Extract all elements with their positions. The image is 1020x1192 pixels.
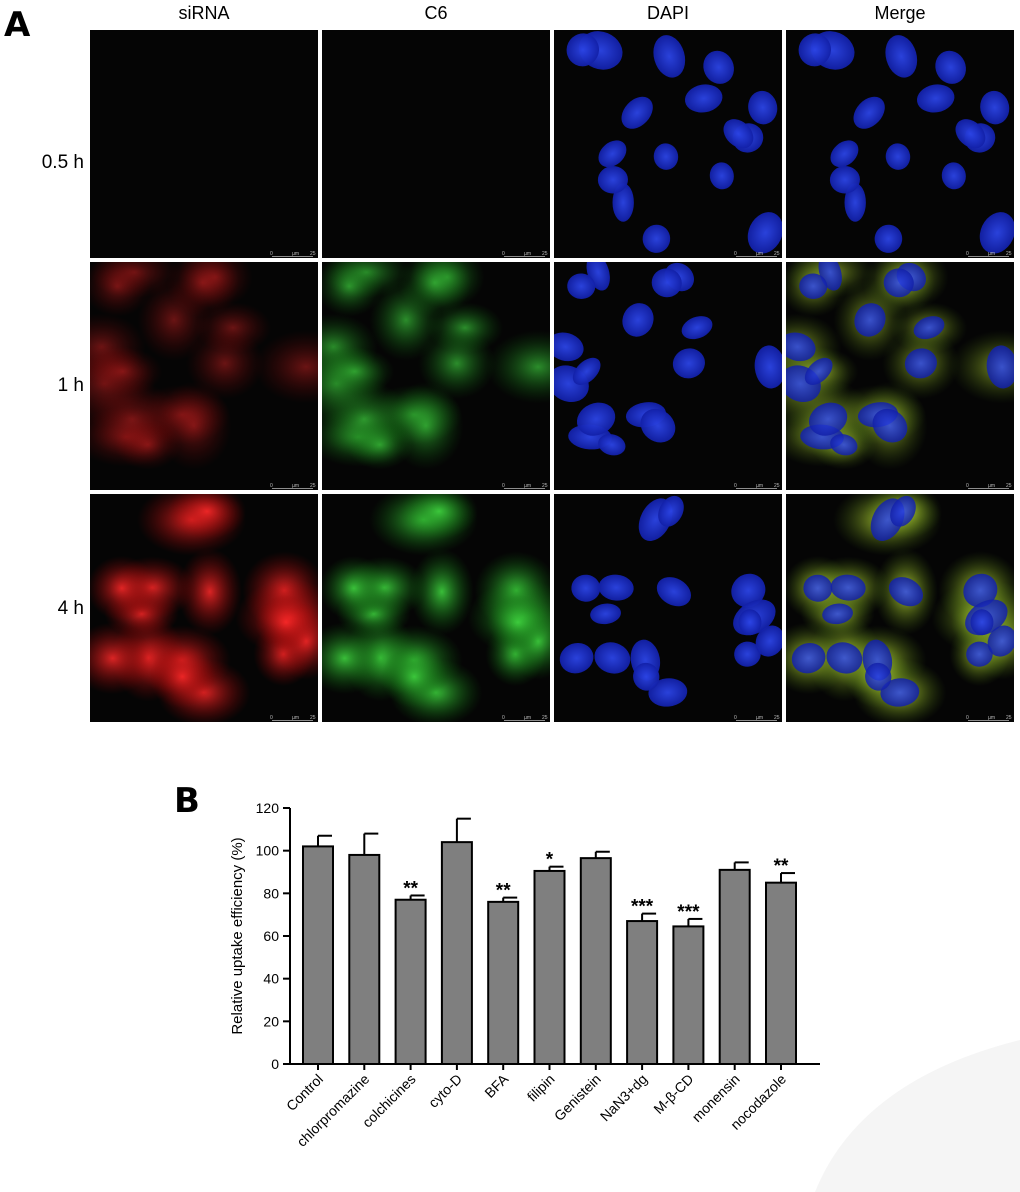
scale-bar-end: 25	[1006, 483, 1012, 489]
scale-bar-unit: µm	[292, 483, 299, 489]
significance-marker-2: **	[403, 878, 418, 899]
scale-bar-unit: µm	[756, 483, 763, 489]
column-header-dapi: DAPI	[647, 3, 689, 23]
significance-marker-5: *	[546, 850, 554, 871]
scale-bar-end: 25	[774, 251, 780, 257]
column-header-merge: Merge	[874, 3, 925, 23]
scale-bar-unit: µm	[524, 483, 531, 489]
x-tick-label-3: cyto-D	[425, 1071, 465, 1111]
column-header-sirna: siRNA	[178, 3, 229, 23]
scale-bar-unit: µm	[524, 715, 531, 721]
scale-bar-end: 25	[1006, 715, 1012, 721]
y-tick-label: 60	[263, 928, 279, 944]
micrograph-sirna-row-1: 0 µm 25	[90, 30, 318, 258]
scale-bar-start: 0	[734, 251, 737, 257]
bar-8	[672, 925, 705, 1066]
bar-2	[394, 898, 427, 1065]
bar-1	[348, 853, 381, 1066]
panel-a-letter: A	[4, 5, 31, 45]
micrograph-merge-row-2: 0 µm 25	[786, 262, 1014, 490]
scale-bar-unit: µm	[756, 715, 763, 721]
bar-0	[302, 845, 334, 1066]
significance-marker-7: ***	[631, 897, 654, 918]
x-tick-label-5: filipin	[524, 1071, 558, 1105]
y-tick-label: 120	[256, 800, 280, 816]
scale-bar-end: 25	[774, 483, 780, 489]
micrograph-grid: 0 µm 25 0 µm 25 0 µm 25 0 µm 25 0 µm 25 0 µm 25 0 µm 25 0 µm 25…	[90, 30, 1014, 722]
row-label-4h: 4 h	[58, 598, 84, 619]
micrograph-dapi-row-2: 0 µm 25	[554, 262, 782, 490]
row-label-0-5h: 0.5 h	[42, 152, 84, 173]
y-tick-label: 100	[256, 843, 280, 859]
scale-bar-unit: µm	[524, 251, 531, 257]
scale-bar-start: 0	[270, 483, 273, 489]
y-tick-label: 40	[263, 971, 279, 987]
y-tick-label: 20	[263, 1013, 279, 1029]
micrograph-dapi-row-1: 0 µm 25	[554, 30, 782, 258]
scale-bar-start: 0	[502, 251, 505, 257]
scale-bar-unit: µm	[292, 251, 299, 257]
micrograph-dapi-row-3: 0 µm 25	[554, 494, 782, 722]
corner-watermark-shape	[815, 1040, 1020, 1192]
micrograph-c6-row-2: 0 µm 25	[322, 262, 550, 490]
bar-7	[626, 920, 659, 1065]
x-tick-label-4: BFA	[481, 1070, 511, 1100]
scale-bar-start: 0	[270, 715, 273, 721]
micrograph-sirna-row-3: 0 µm 25	[90, 494, 318, 722]
significance-marker-4: **	[496, 881, 511, 902]
scale-bar-start: 0	[966, 715, 969, 721]
panel-b-letter: B	[174, 781, 200, 821]
micrograph-merge-row-3: 0 µm 25	[786, 494, 1014, 722]
scale-bar-end: 25	[310, 251, 316, 257]
scale-bar-end: 25	[774, 715, 780, 721]
bar-10	[765, 881, 797, 1066]
significance-marker-8: ***	[677, 902, 700, 923]
scale-bar-start: 0	[502, 715, 505, 721]
y-tick-label: 0	[271, 1056, 279, 1072]
bar-5	[533, 869, 566, 1066]
scale-bar-end: 25	[542, 483, 548, 489]
scale-bar-unit: µm	[988, 251, 995, 257]
row-label-1h: 1 h	[58, 375, 84, 396]
column-header-c6: C6	[424, 3, 447, 23]
scale-bar-end: 25	[310, 715, 316, 721]
scale-bar-end: 25	[1006, 251, 1012, 257]
scale-bar-start: 0	[270, 251, 273, 257]
scale-bar-end: 25	[542, 251, 548, 257]
micrograph-sirna-row-2: 0 µm 25	[90, 262, 318, 490]
x-tick-label-7: NaN3+dg	[597, 1071, 650, 1124]
y-axis-label: Relative uptake efficiency (%)	[229, 837, 246, 1034]
scale-bar-start: 0	[966, 483, 969, 489]
scale-bar-unit: µm	[988, 715, 995, 721]
bar-9	[718, 868, 751, 1065]
micrograph-c6-row-1: 0 µm 25	[322, 30, 550, 258]
y-ticks: 0 20 40 60 80 100 120	[256, 800, 290, 1072]
bar-6	[579, 857, 612, 1066]
scale-bar-start: 0	[734, 483, 737, 489]
scale-bar-start: 0	[734, 715, 737, 721]
x-tick-label-8: M-β-CD	[650, 1071, 696, 1117]
scale-bar-unit: µm	[756, 251, 763, 257]
scale-bar-end: 25	[542, 715, 548, 721]
bar-3	[440, 841, 473, 1066]
x-tick-label-6: Genistein	[551, 1071, 604, 1124]
scale-bar-unit: µm	[988, 483, 995, 489]
micrograph-merge-row-1: 0 µm 25	[786, 30, 1014, 258]
bar-4	[487, 900, 520, 1065]
y-tick-label: 80	[263, 885, 279, 901]
scale-bar-end: 25	[310, 483, 316, 489]
scale-bar-start: 0	[966, 251, 969, 257]
scale-bar-unit: µm	[292, 715, 299, 721]
bars: ** ****** *****	[302, 817, 797, 1066]
x-tick-label-0: Control	[283, 1071, 326, 1114]
significance-marker-10: **	[774, 856, 789, 877]
micrograph-c6-row-3: 0 µm 25	[322, 494, 550, 722]
scale-bar-start: 0	[502, 483, 505, 489]
